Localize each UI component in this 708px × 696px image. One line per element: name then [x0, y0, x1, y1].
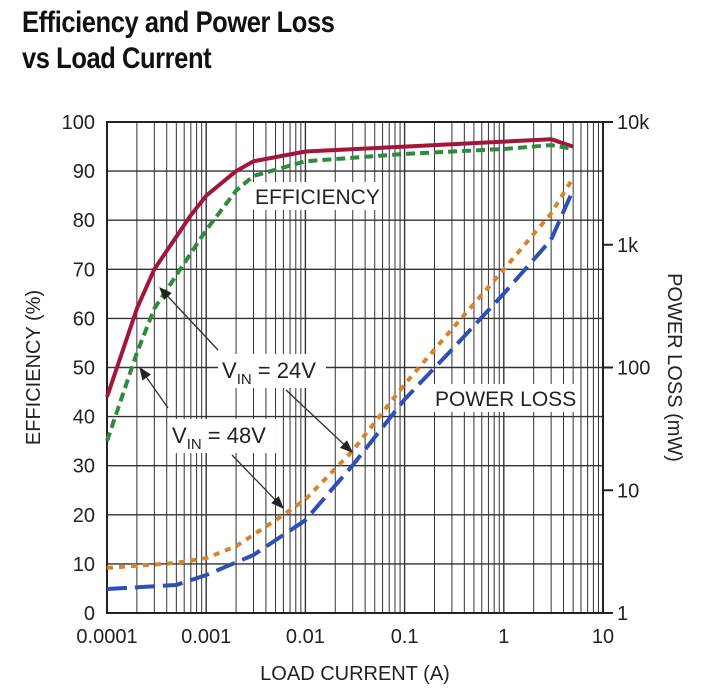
y-tick-label: 30	[73, 456, 95, 478]
y2-tick-label: 1k	[617, 235, 639, 257]
x-tick-label: 0.01	[286, 626, 325, 648]
y-tick-label: 0	[84, 603, 95, 625]
x-tick-label: 0.0001	[76, 626, 137, 648]
y-axis-label: EFFICIENCY (%)	[23, 290, 45, 445]
y-tick-label: 50	[73, 358, 95, 380]
x-tick-label: 0.001	[181, 626, 231, 648]
y-tick-label: 80	[73, 210, 95, 232]
y2-tick-label: 10	[617, 480, 639, 502]
x-tick-label: 0.1	[391, 626, 419, 648]
x-axis-label: LOAD CURRENT (A)	[260, 663, 450, 685]
efficiency-label-bg	[251, 182, 379, 210]
series-line	[105, 143, 574, 442]
y-tick-label: 20	[73, 505, 95, 527]
y-tick-label: 70	[73, 259, 95, 281]
y-tick-label: 10	[73, 554, 95, 576]
efficiency-label: EFFICIENCY	[255, 186, 380, 209]
y-tick-label: 40	[73, 407, 95, 429]
y2-axis-label: POWER LOSS (mW)	[663, 273, 685, 462]
chart-title-line2: vs Load Current	[22, 42, 212, 75]
y2-tick-label: 1	[617, 603, 628, 625]
vin-48v-label-bg	[168, 419, 276, 453]
series-line	[106, 176, 575, 570]
vin-24v-label: VIN = 24V	[222, 358, 316, 388]
chart-title-line1: Efficiency and Power Loss	[22, 6, 335, 39]
annotation-arrow	[285, 389, 353, 453]
series-line	[105, 137, 574, 398]
y-tick-label: 90	[73, 161, 95, 183]
annotation-arrow	[231, 454, 284, 509]
annotation-arrow	[139, 366, 169, 409]
y-tick-label: 100	[62, 112, 95, 134]
series-line	[106, 189, 575, 591]
y2-tick-label: 100	[617, 358, 650, 380]
power-loss-label: POWER LOSS	[435, 388, 576, 411]
annotation-arrow	[159, 287, 219, 351]
y-tick-label: 60	[73, 308, 95, 330]
vin-24v-label-bg	[218, 354, 326, 388]
vin-48v-label: VIN = 48V	[172, 423, 266, 453]
x-tick-label: 10	[592, 626, 614, 648]
power-loss-label-bg	[431, 384, 577, 412]
x-tick-label: 1	[498, 626, 509, 648]
y2-tick-label: 10k	[617, 112, 650, 134]
